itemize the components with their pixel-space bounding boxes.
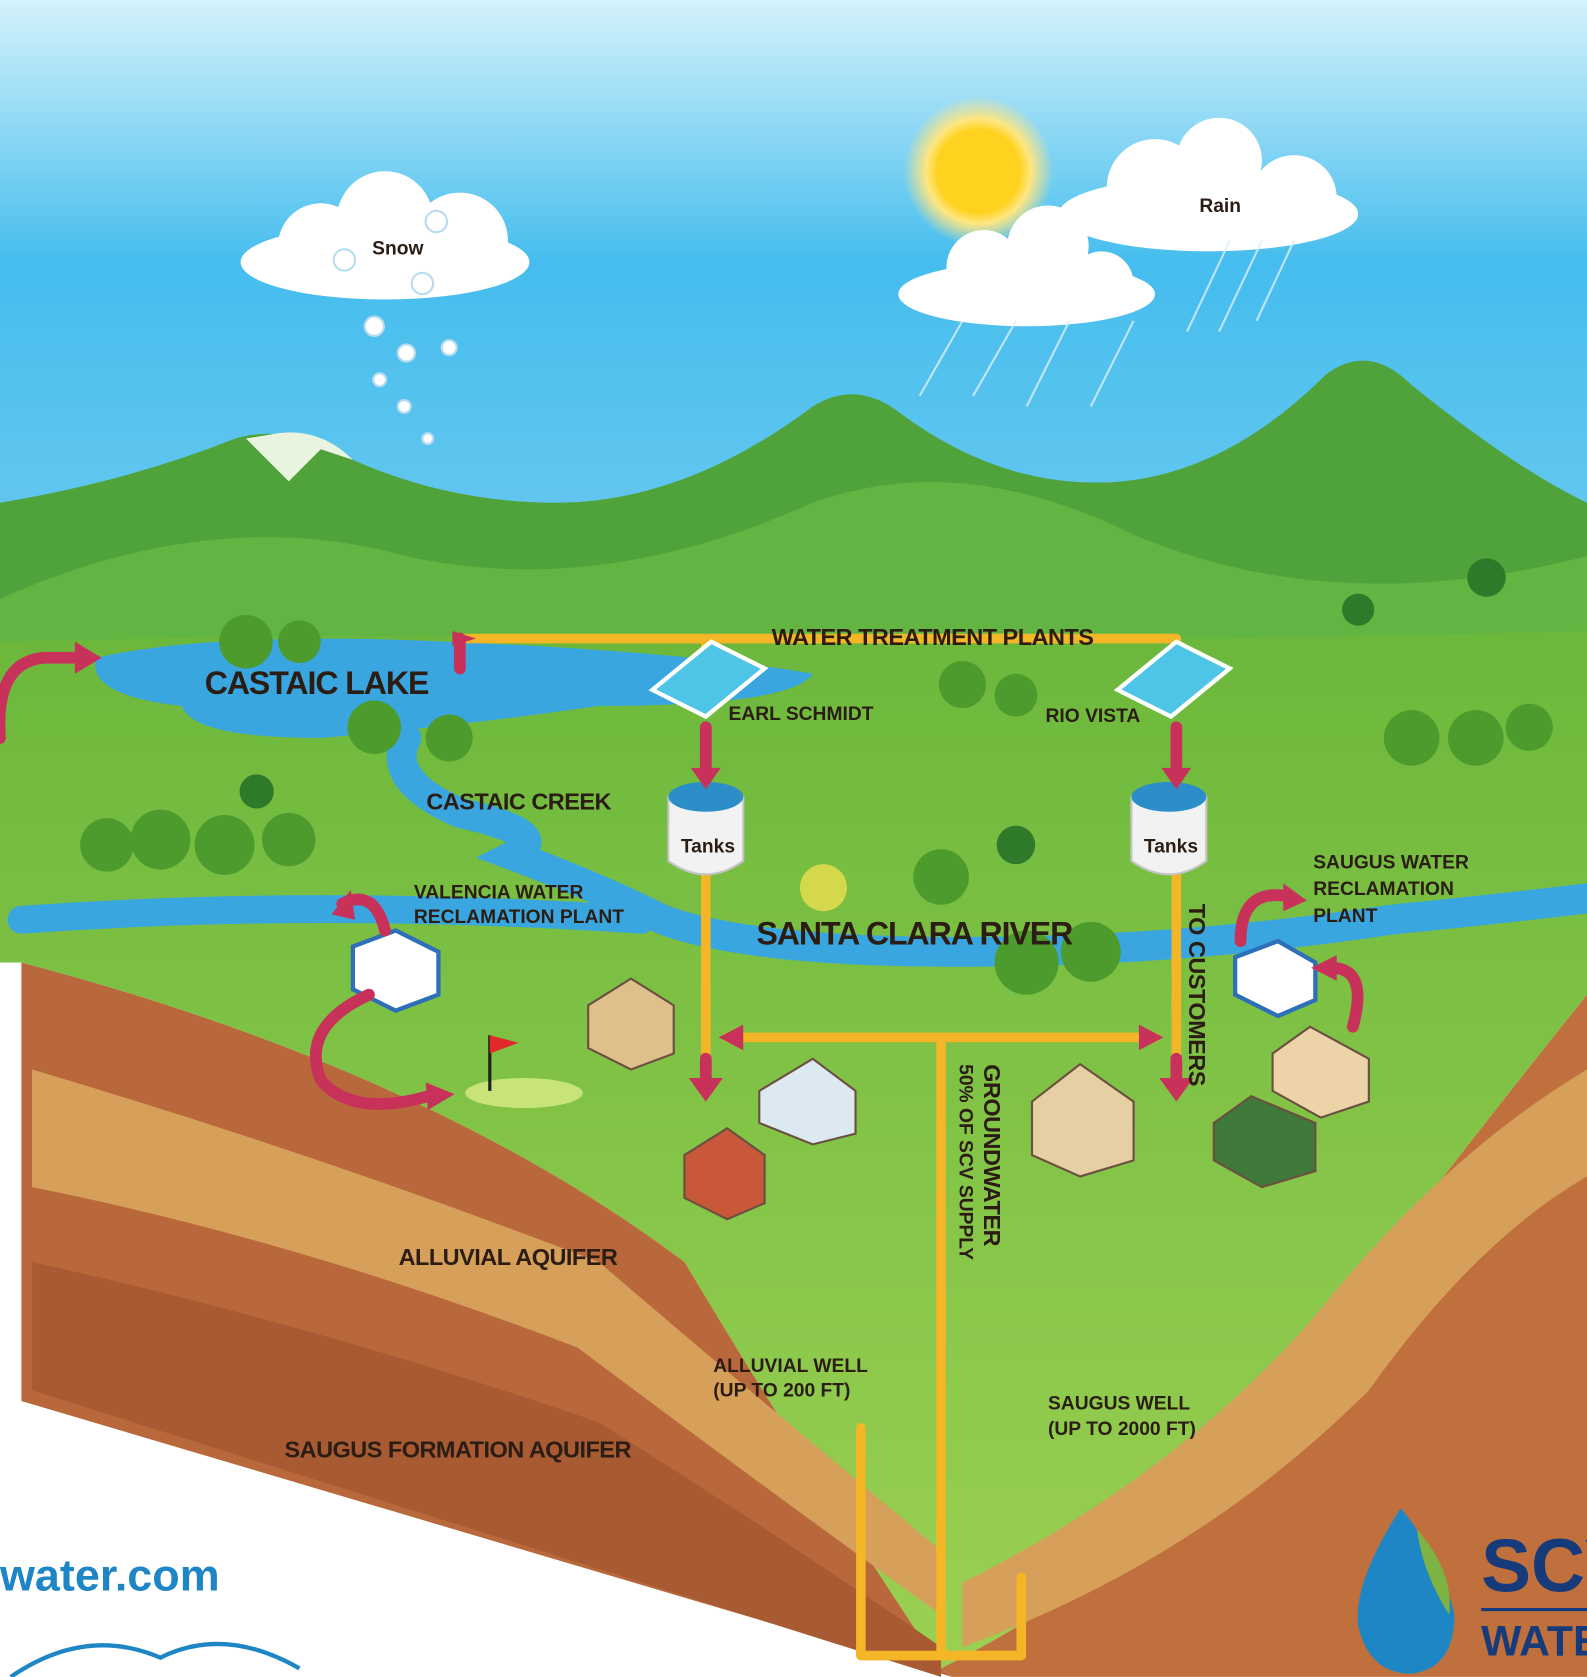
label: CASTAIC LAKE xyxy=(205,665,429,701)
snowflakes-shape xyxy=(398,344,415,361)
label: ALLUVIAL AQUIFER xyxy=(399,1244,618,1270)
label: Snow xyxy=(372,239,423,260)
label: (UP TO 200 FT) xyxy=(713,1381,850,1402)
tanks-shape xyxy=(1131,782,1206,812)
label: Rain xyxy=(1199,196,1241,217)
label: TO CUSTOMERS xyxy=(1184,904,1210,1086)
trees-shape-shape xyxy=(219,615,272,668)
label: PLANT xyxy=(1313,906,1377,927)
sky-shape xyxy=(936,128,1022,214)
label: SAUGUS WATER xyxy=(1313,852,1469,873)
label: CASTAIC CREEK xyxy=(426,789,611,815)
trees-shape-shape xyxy=(1342,594,1374,626)
label: GROUNDWATER xyxy=(979,1064,1005,1246)
trees-shape-shape xyxy=(1506,704,1553,751)
trees-shape-shape xyxy=(130,810,190,870)
snowflakes-shape xyxy=(398,400,411,413)
trees-shape-shape xyxy=(262,813,315,866)
cloud-shape xyxy=(1251,155,1337,241)
label: EARL SCHMIDT xyxy=(728,704,873,725)
trees-shape-shape xyxy=(1448,710,1504,766)
label: SANTA CLARA RIVER xyxy=(757,915,1074,951)
label: RECLAMATION PLANT xyxy=(414,907,624,928)
trees-shape-shape xyxy=(995,674,1038,717)
snowflakes-shape xyxy=(334,249,355,270)
trees-shape-shape xyxy=(939,661,986,708)
label: 50% OF SCV SUPPLY xyxy=(954,1064,975,1260)
label: Tanks xyxy=(681,836,735,857)
cloud-shape xyxy=(1069,251,1133,315)
trees-shape-shape xyxy=(240,774,274,808)
website: water.com xyxy=(0,1549,220,1600)
logo-top: SCV xyxy=(1481,1523,1587,1607)
label: VALENCIA WATER xyxy=(414,882,584,903)
illustration: Snow Rain CASTAIC LAKE WATER TREATMENT P… xyxy=(0,0,1587,1677)
label: ALLUVIAL WELL xyxy=(713,1356,868,1377)
snowflakes-shape xyxy=(412,273,433,294)
trees-shape-shape xyxy=(997,826,1035,864)
golf-flag-shape xyxy=(465,1078,583,1108)
label: SAUGUS FORMATION AQUIFER xyxy=(284,1437,631,1463)
trees-shape-shape xyxy=(1384,710,1440,766)
label: Tanks xyxy=(1144,836,1198,857)
label: RECLAMATION xyxy=(1313,879,1454,900)
snowflakes-shape xyxy=(422,433,433,444)
trees-shape-shape xyxy=(195,815,255,875)
label: RIO VISTA xyxy=(1046,706,1141,727)
page: SCV Water System {"labels": { "snow": "S… xyxy=(0,0,1587,1677)
cloud-shape xyxy=(1176,118,1262,204)
trees-shape-shape xyxy=(800,864,847,911)
logo-bottom: WATER xyxy=(1481,1618,1587,1666)
label: (UP TO 2000 FT) xyxy=(1048,1419,1196,1440)
snowflakes-shape xyxy=(426,211,447,232)
label: WATER TREATMENT PLANTS xyxy=(772,624,1094,650)
snowflakes-shape xyxy=(442,340,457,355)
snowflakes-shape xyxy=(365,317,384,336)
trees-shape-shape xyxy=(278,620,321,663)
trees-shape-shape xyxy=(1467,558,1505,596)
snowflakes-shape xyxy=(373,373,386,386)
body: Snow Rain CASTAIC LAKE WATER TREATMENT P… xyxy=(0,0,1587,1677)
trees-shape-shape xyxy=(426,714,473,761)
trees-shape-shape xyxy=(348,701,401,754)
trees-shape-shape xyxy=(80,818,133,871)
label: SAUGUS WELL xyxy=(1048,1394,1190,1415)
trees-shape-shape xyxy=(913,849,969,905)
